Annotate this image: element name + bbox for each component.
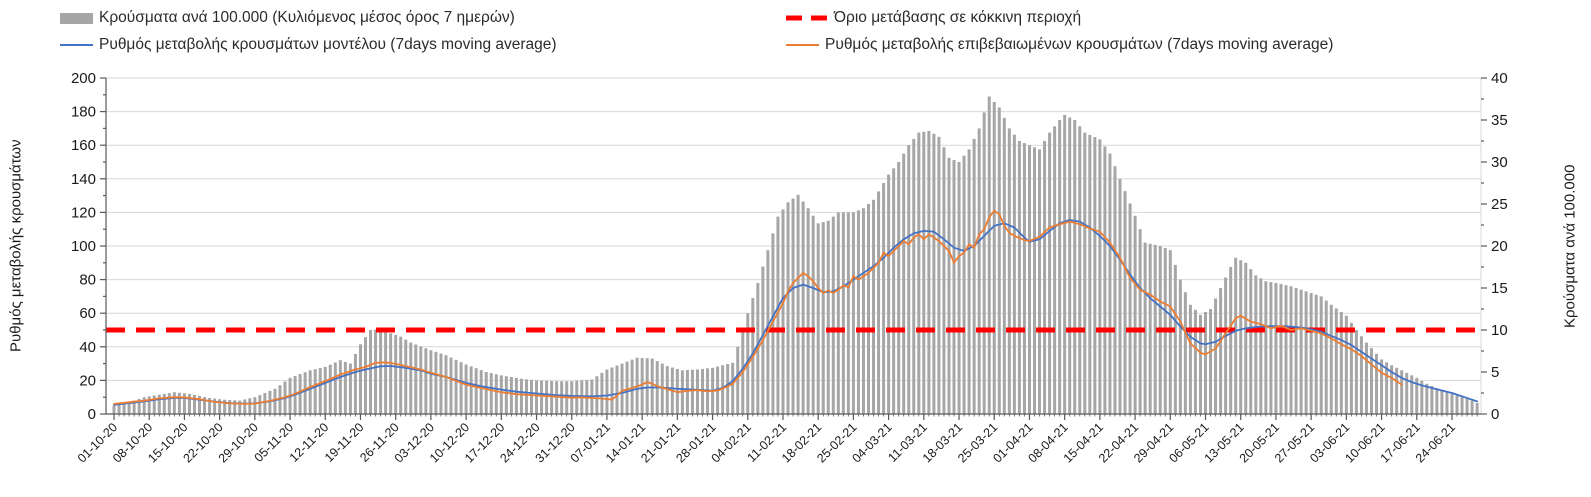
svg-text:60: 60	[79, 305, 96, 322]
svg-text:25: 25	[1491, 196, 1508, 213]
legend-item-model: Ρυθμός μεταβολής κρουσμάτων μοντέλου (7d…	[60, 36, 557, 54]
legend-item-confirmed: Ρυθμός μεταβολής επιβεβαιωμένων κρουσμάτ…	[786, 36, 1333, 54]
svg-text:160: 160	[71, 137, 96, 154]
left-axis-title: Ρυθμός μεταβολής κρουσμάτων	[7, 139, 25, 353]
svg-text:35: 35	[1491, 112, 1508, 129]
svg-text:15: 15	[1491, 280, 1508, 297]
svg-text:30: 30	[1491, 154, 1508, 171]
legend-item-label: Ρυθμός μεταβολής κρουσμάτων μοντέλου (7d…	[99, 36, 557, 53]
svg-text:120: 120	[71, 204, 96, 221]
svg-text:40: 40	[79, 339, 96, 356]
legend-item-label: Ρυθμός μεταβολής επιβεβαιωμένων κρουσμάτ…	[825, 36, 1334, 53]
svg-text:40: 40	[1491, 70, 1508, 87]
blue-line-swatch-icon	[60, 44, 93, 46]
svg-text:140: 140	[71, 171, 96, 188]
svg-text:10: 10	[1491, 322, 1508, 339]
svg-text:100: 100	[71, 238, 96, 255]
svg-text:0: 0	[1491, 406, 1499, 423]
red-dashed-swatch-icon	[786, 15, 828, 21]
legend-item-cases: Κρούσματα ανά 100.000 (Κυλιόμενος μέσος …	[60, 9, 515, 27]
legend-item-threshold: Όριο μετάβασης σε κόκκινη περιοχή	[786, 9, 1081, 27]
svg-text:200: 200	[71, 70, 96, 87]
legend-item-label: Όριο μετάβασης σε κόκκινη περιοχή	[834, 9, 1082, 26]
legend-item-label: Κρούσματα ανά 100.000 (Κυλιόμενος μέσος …	[99, 9, 515, 26]
svg-text:20: 20	[1491, 238, 1508, 255]
svg-text:5: 5	[1491, 364, 1499, 381]
svg-text:180: 180	[71, 104, 96, 121]
svg-text:0: 0	[88, 406, 96, 423]
svg-text:80: 80	[79, 272, 96, 289]
svg-text:20: 20	[79, 372, 96, 389]
orange-line-swatch-icon	[786, 44, 819, 46]
bar-swatch-icon	[60, 12, 93, 24]
right-axis-title: Κρούσματα ανά 100.000	[1561, 164, 1579, 328]
